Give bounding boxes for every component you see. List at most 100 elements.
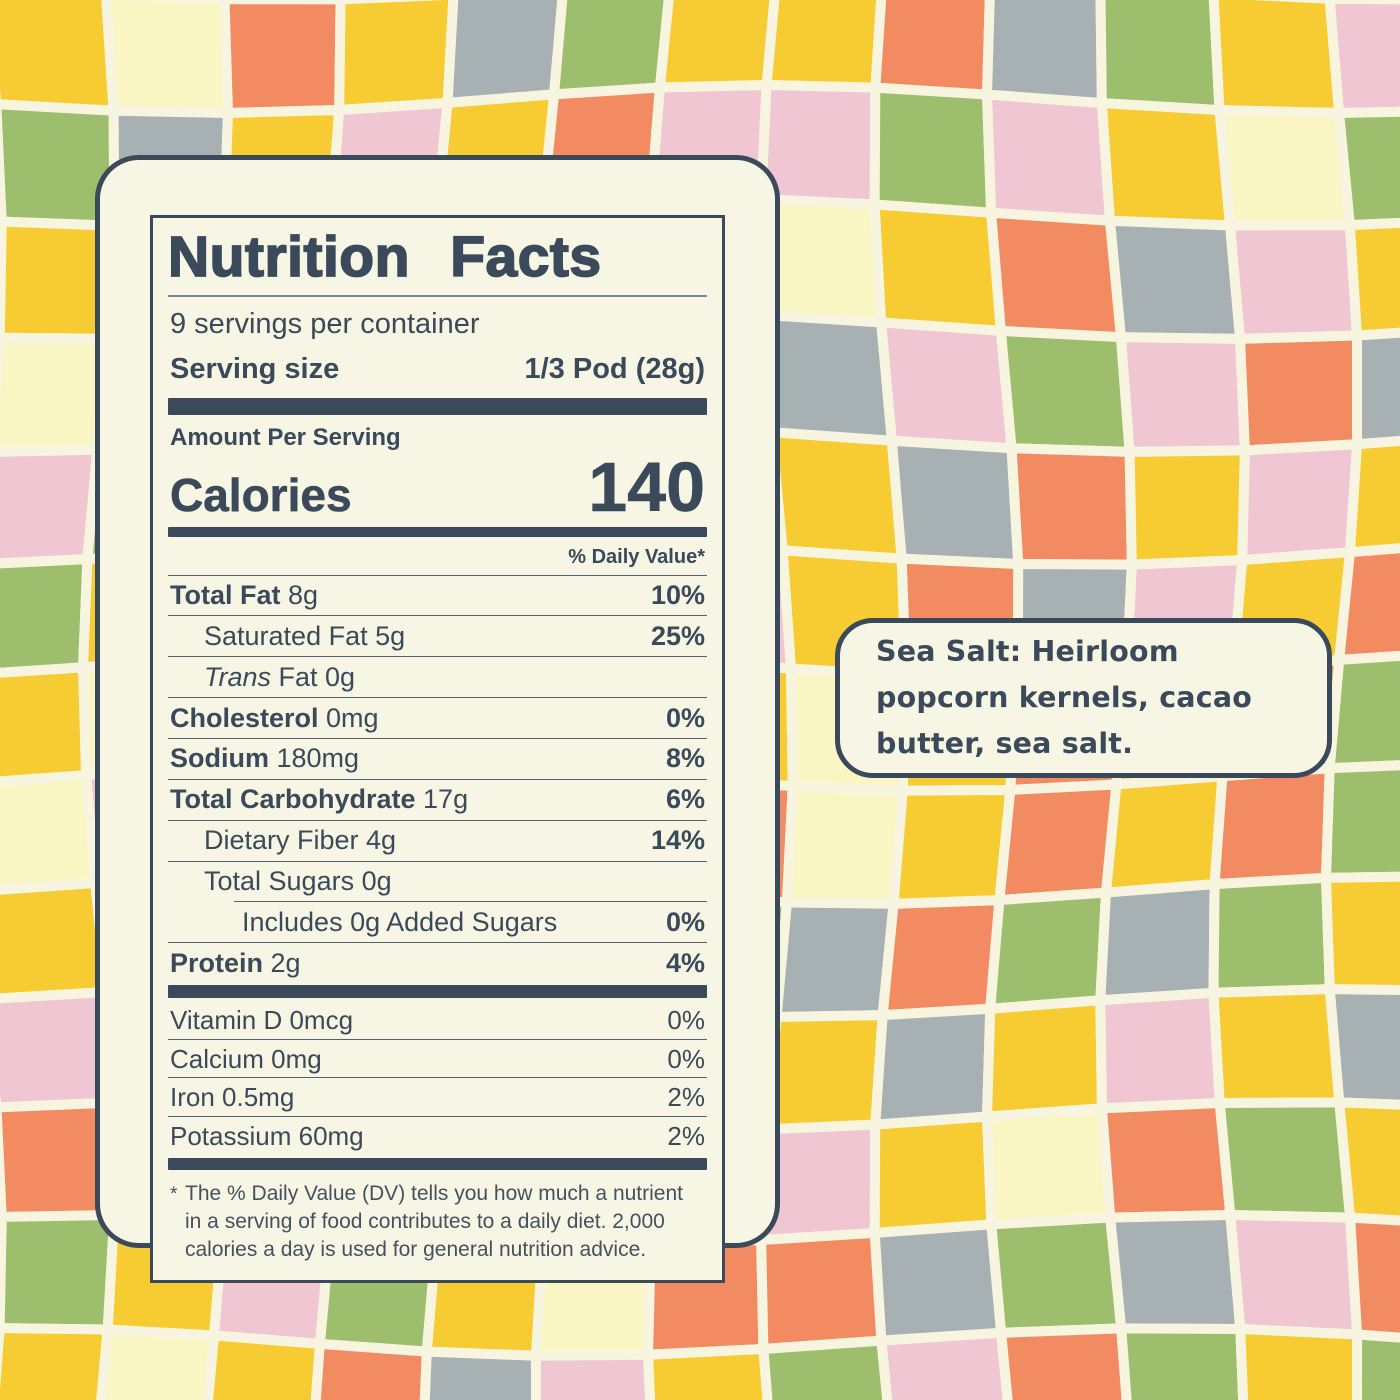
- checker-tile: [869, 1111, 997, 1238]
- daily-value-percent: 14%: [650, 825, 705, 856]
- checker-tile: [1095, 987, 1225, 1114]
- daily-value-footnote: * The % Daily Value (DV) tells you how m…: [168, 1174, 707, 1268]
- nutrient-name: Total Fat 8g: [170, 580, 319, 611]
- nutrient-name: Trans Fat 0g: [204, 661, 356, 692]
- nutrient-name: Saturated Fat 5g: [204, 620, 406, 651]
- nutrient-name: Calcium 0mg: [170, 1043, 322, 1074]
- checker-tile: [1096, 98, 1236, 231]
- checker-tile: [0, 770, 101, 895]
- checker-tile: [877, 895, 1005, 1021]
- checker-tile: [1208, 872, 1335, 998]
- checker-tile: [1214, 1097, 1356, 1223]
- nutrient-row: Iron 0.5mg 2%: [168, 1077, 707, 1116]
- ingredients-callout: Sea Salt: Heirloom popcorn kernels, caca…: [835, 618, 1332, 778]
- medium-divider: [168, 526, 707, 537]
- thick-divider: [168, 1157, 707, 1170]
- daily-value-percent: 10%: [650, 580, 705, 611]
- nutrition-facts-title: Nutrition Facts: [167, 224, 602, 289]
- checker-tile: [758, 309, 897, 446]
- checker-tile: [995, 325, 1135, 457]
- daily-value-percent: 4%: [665, 947, 705, 978]
- servings-per-container: 9 servings per container: [170, 307, 480, 340]
- checker-tile: [758, 1335, 893, 1400]
- title-divider: [168, 294, 707, 297]
- nutrient-row: Total Fat 8g 10%: [168, 574, 707, 616]
- ingredients-text: Sea Salt: Heirloom popcorn kernels, caca…: [876, 634, 1253, 761]
- calories-label: Calories: [170, 468, 352, 521]
- nutrient-name: Dietary Fiber 4g: [204, 825, 397, 856]
- checker-tile: [1334, 106, 1400, 231]
- checker-tile: [0, 878, 112, 1004]
- checker-tile: [0, 444, 103, 569]
- nutrient-row: Sodium 180mg 8%: [168, 737, 707, 779]
- checker-tile: [0, 1323, 113, 1400]
- checker-tile: [869, 1219, 1007, 1346]
- checker-tile: [761, 0, 887, 93]
- checker-tile: [869, 199, 1006, 336]
- daily-value-percent: 0%: [667, 1005, 705, 1036]
- checker-tile: [643, 1344, 773, 1400]
- checker-tile: [876, 317, 1017, 454]
- checker-tile: [203, 1330, 325, 1400]
- nutrient-name: Total Sugars 0g: [204, 866, 392, 897]
- checker-tile: [1237, 439, 1363, 566]
- checker-tile: [1096, 1097, 1236, 1223]
- checker-tile: [869, 82, 997, 218]
- checker-tile: [986, 207, 1126, 343]
- checker-tile: [1006, 443, 1137, 570]
- calories-value: 140: [588, 447, 705, 526]
- checker-tile: [0, 554, 93, 678]
- nutrient-row: Includes 0g Added Sugars 0%: [168, 900, 707, 942]
- checker-tile: [994, 779, 1122, 906]
- nutrient-row: Calcium 0mg 0%: [168, 1038, 707, 1078]
- checker-tile: [1095, 879, 1220, 1006]
- serving-size-label: Serving size: [170, 352, 340, 385]
- checker-tile: [1208, 0, 1345, 118]
- daily-value-percent: 0%: [665, 906, 705, 937]
- nutrient-row: Cholesterol 0mg 0%: [168, 697, 707, 738]
- checker-tile: [781, 781, 908, 909]
- nutrient-rows: Total Fat 8g 10% Saturated Fat 5g 25% Trans …: [168, 574, 707, 984]
- nutrient-name: Potassium 60mg: [170, 1121, 364, 1152]
- checker-tile: [654, 0, 780, 93]
- checker-tile: [986, 1212, 1127, 1338]
- checker-tile: [771, 897, 899, 1022]
- checker-tile: [442, 0, 568, 108]
- checker-tile: [1124, 445, 1250, 570]
- checker-tile: [982, 0, 1107, 109]
- checker-tile: [982, 995, 1107, 1122]
- checker-tile: [1225, 220, 1363, 344]
- nutrition-facts-panel: Nutrition Facts 9 servings per container…: [150, 215, 725, 1283]
- checker-tile: [334, 0, 459, 115]
- daily-value-percent: 25%: [650, 620, 705, 651]
- checker-tile: [101, 0, 233, 118]
- daily-value-percent: 0%: [667, 1043, 705, 1074]
- checker-tile: [1095, 0, 1225, 116]
- checker-tile: [1214, 105, 1355, 231]
- checker-tile: [1334, 543, 1400, 665]
- checker-tile: [1345, 1212, 1400, 1343]
- checker-tile: [982, 89, 1116, 226]
- daily-value-percent: 2%: [667, 1082, 705, 1113]
- checker-tile: [1208, 984, 1345, 1108]
- nutrient-name: Protein 2g: [170, 947, 301, 978]
- checker-tile: [1352, 1329, 1400, 1400]
- checker-tile: [96, 1324, 219, 1400]
- daily-value-percent: 6%: [665, 784, 705, 815]
- nutrient-row: Total Carbohydrate 17g 6%: [168, 778, 707, 820]
- nutrient-row: Protein 2g 4%: [168, 942, 707, 983]
- checker-tile: [1105, 1210, 1246, 1335]
- checker-tile: [1115, 332, 1250, 457]
- nutrient-row: Total Sugars 0g: [168, 860, 707, 902]
- checker-tile: [1225, 1210, 1363, 1340]
- checker-tile: [888, 784, 1016, 909]
- checker-tile: [1321, 871, 1400, 996]
- checker-tile: [1344, 217, 1400, 341]
- checker-tile: [1324, 984, 1400, 1110]
- checker-tile: [0, 1210, 120, 1335]
- serving-size-row: Serving size 1/3 Pod (28g): [168, 344, 707, 396]
- checker-tile: [0, 332, 113, 457]
- checker-tile: [1209, 763, 1335, 890]
- checker-tile: [1116, 1323, 1249, 1400]
